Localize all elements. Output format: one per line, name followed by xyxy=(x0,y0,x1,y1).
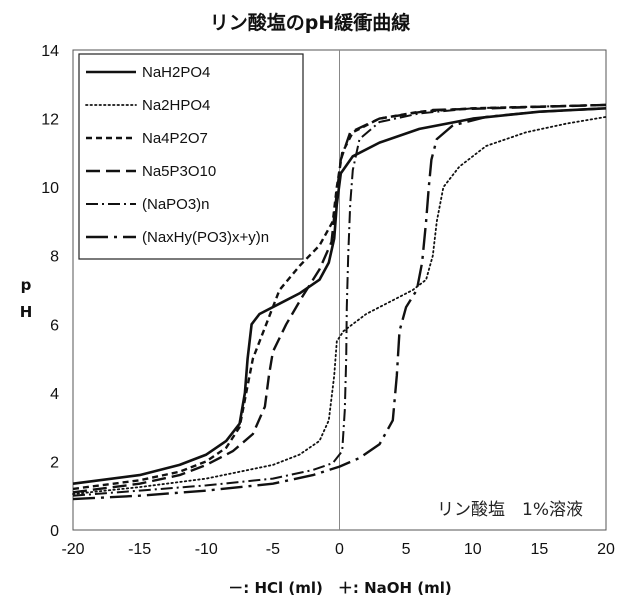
y-tick-label: 14 xyxy=(41,43,59,60)
chart-title: リン酸塩のpH緩衝曲線 xyxy=(210,11,411,34)
x-tick-label: 10 xyxy=(464,541,482,558)
x-tick-label: -10 xyxy=(195,541,218,558)
y-axis-ticks: 0 2 4 6 8 10 12 14 xyxy=(41,43,59,540)
y-axis-label-p: p xyxy=(21,276,32,294)
y-axis-label-h: H xyxy=(20,303,33,321)
x-axis-ticks: -20 -15 -10 -5 0 5 10 15 20 xyxy=(61,541,615,558)
legend-label-4: Na5P3O10 xyxy=(142,163,216,180)
y-tick-label: 0 xyxy=(50,523,59,540)
legend-label-3: Na4P2O7 xyxy=(142,130,208,147)
solution-annotation: リン酸塩 1%溶液 xyxy=(437,500,583,520)
y-tick-label: 4 xyxy=(50,386,59,403)
legend-label-5: (NaPO3)n xyxy=(142,196,210,213)
y-tick-label: 10 xyxy=(41,180,59,197)
legend-label-6: (NaxHy(PO3)x+y)n xyxy=(142,229,269,246)
legend: NaH2PO4 Na2HPO4 Na4P2O7 Na5P3O10 (NaPO3)n (Na… xyxy=(79,54,303,259)
y-tick-label: 12 xyxy=(41,112,59,129)
legend-label-2: Na2HPO4 xyxy=(142,97,210,114)
x-tick-label: -5 xyxy=(266,541,280,558)
x-tick-label: 20 xyxy=(597,541,615,558)
y-tick-label: 2 xyxy=(50,454,59,471)
x-tick-label: 0 xyxy=(335,541,344,558)
x-tick-label: -15 xyxy=(128,541,151,558)
x-tick-label: -20 xyxy=(61,541,84,558)
y-tick-label: 6 xyxy=(50,317,59,334)
x-axis-label: －: HCl (ml) ＋: NaOH (ml) xyxy=(228,579,452,597)
x-tick-label: 5 xyxy=(402,541,411,558)
legend-label-1: NaH2PO4 xyxy=(142,64,210,81)
x-tick-label: 15 xyxy=(530,541,548,558)
y-tick-label: 8 xyxy=(50,249,59,266)
